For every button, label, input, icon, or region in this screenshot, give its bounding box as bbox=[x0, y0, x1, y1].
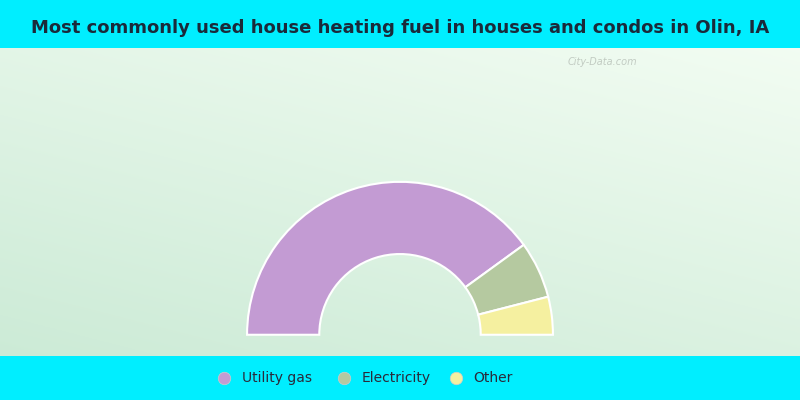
Wedge shape bbox=[466, 245, 548, 315]
Wedge shape bbox=[247, 182, 524, 335]
Text: Utility gas: Utility gas bbox=[242, 371, 312, 385]
Text: Most commonly used house heating fuel in houses and condos in Olin, IA: Most commonly used house heating fuel in… bbox=[31, 19, 769, 37]
Text: Other: Other bbox=[474, 371, 513, 385]
Text: Electricity: Electricity bbox=[362, 371, 430, 385]
Wedge shape bbox=[478, 297, 553, 335]
Text: City-Data.com: City-Data.com bbox=[567, 57, 637, 67]
